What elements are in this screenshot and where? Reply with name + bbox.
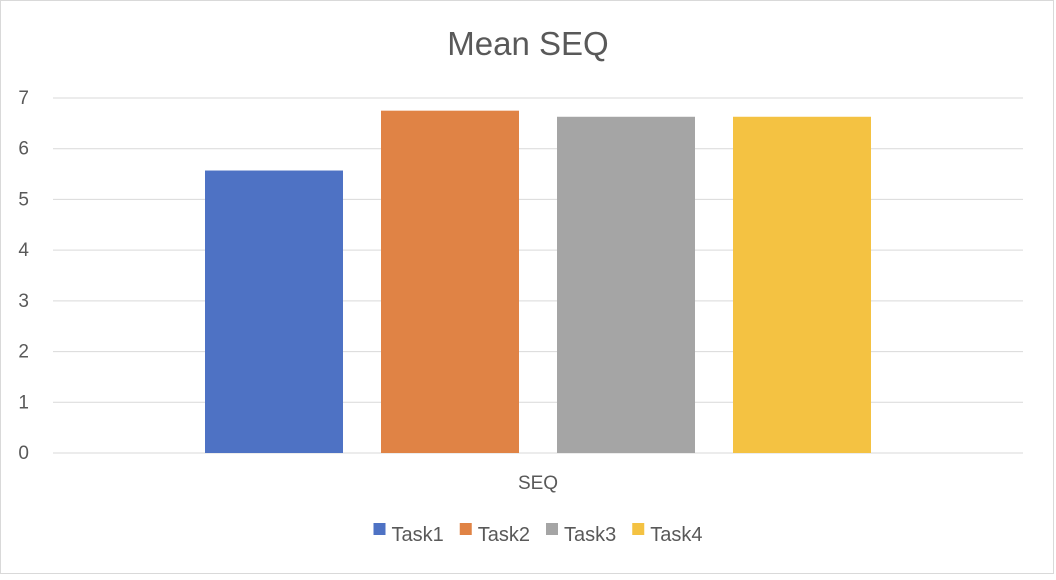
y-tick-label: 0 — [18, 443, 29, 464]
legend-item-task2: Task2 — [459, 523, 530, 546]
y-axis-tick-labels: 0 1 2 3 4 5 6 7 — [18, 88, 29, 464]
gridlines — [53, 97, 1023, 454]
legend-swatch — [459, 523, 472, 535]
legend-label: Task4 — [650, 524, 702, 546]
legend-swatch — [632, 523, 645, 535]
y-tick-label: 7 — [18, 88, 29, 109]
y-tick-label: 6 — [18, 139, 29, 160]
legend-label: Task1 — [392, 524, 444, 546]
legend-item-task1: Task1 — [373, 523, 444, 546]
chart-title: Mean SEQ — [447, 25, 608, 62]
legend-label: Task3 — [564, 524, 616, 546]
legend-swatch — [546, 523, 558, 535]
y-tick-label: 4 — [18, 240, 29, 261]
y-tick-label: 5 — [18, 189, 29, 210]
legend: Task1 Task2 Task3 Task4 — [373, 523, 703, 546]
bar-task4 — [733, 116, 871, 453]
bar-task3 — [557, 116, 695, 453]
legend-swatch — [373, 523, 386, 535]
x-axis-category-labels: SEQ — [518, 473, 558, 494]
y-tick-label: 2 — [18, 342, 29, 363]
legend-item-task3: Task3 — [546, 523, 616, 546]
bars — [205, 110, 871, 453]
legend-label: Task2 — [478, 524, 530, 546]
bar-task1 — [205, 170, 343, 453]
y-tick-label: 3 — [18, 291, 29, 312]
bar-task2 — [381, 110, 519, 453]
x-category-label: SEQ — [518, 473, 558, 494]
y-tick-label: 1 — [18, 392, 29, 413]
legend-item-task4: Task4 — [632, 523, 703, 546]
